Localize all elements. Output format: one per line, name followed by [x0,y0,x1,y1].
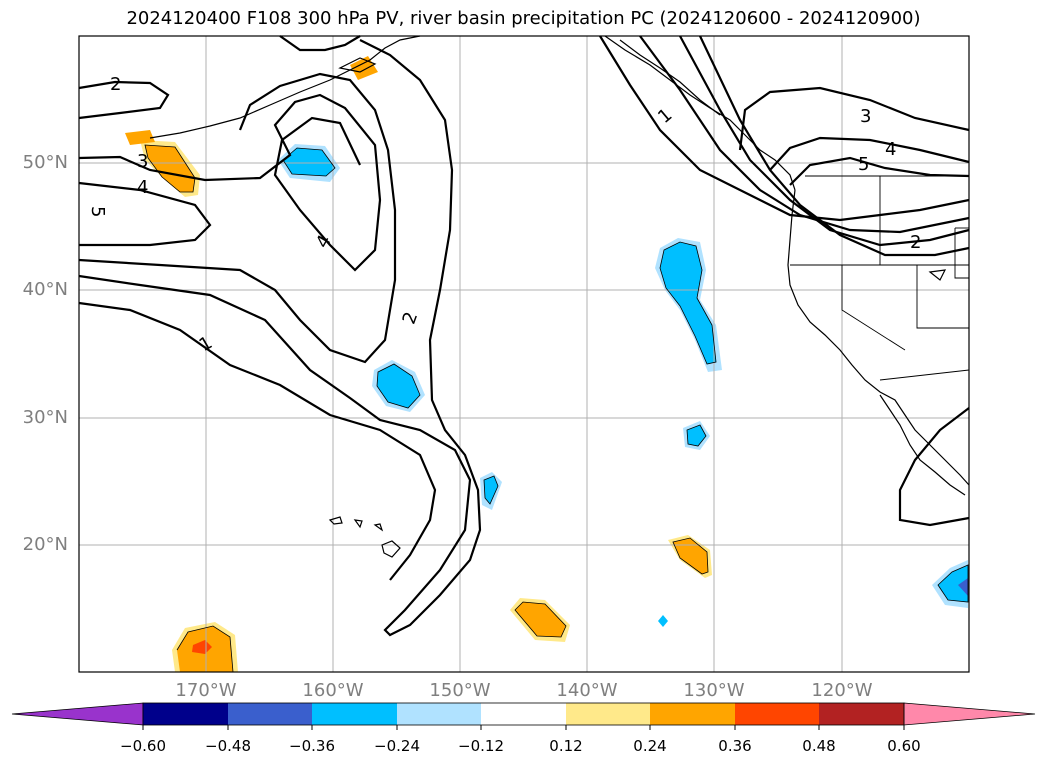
coastlines [149,35,970,558]
colorbar-segment [735,703,819,725]
colorbar-outline [142,702,905,726]
colorbar-segment [819,703,904,725]
colorbar-segment [312,703,397,725]
contour-label: 2 [910,232,921,253]
neg-anomaly-patch [660,242,716,364]
colorbar-tick-label: −0.48 [205,737,251,755]
lon-label: 140°W [556,680,618,701]
pv-contours [78,35,970,637]
contour-label: 3 [860,106,871,127]
lon-label: 150°W [429,680,491,701]
colorbar-tick-label: 0.12 [549,737,583,755]
neg-anomaly-patch [687,425,706,446]
colorbar-tick-label: −0.24 [374,737,420,755]
contour-label: 4 [137,177,148,198]
colorbar-segment [650,703,735,725]
lat-label: 40°N [22,279,68,300]
map-frame [78,35,970,673]
colorbar-tick-label: 0.60 [887,737,921,755]
contour-label: 4 [885,139,896,160]
colorbar-extend-max [903,702,1036,726]
anomaly-outlines [144,144,969,673]
neg-anomaly-patch [658,615,668,627]
neg-anomaly-patch [958,578,968,596]
colorbar [11,702,1036,730]
precip-anomaly-shading [125,56,968,672]
colorbar-tick-label: −0.12 [458,737,504,755]
pos-anomaly-patch [673,538,708,574]
contour-label: 5 [858,154,869,175]
contour-label: 2 [399,309,423,327]
colorbar-segment [397,703,481,725]
map-title: 2024120400 F108 300 hPa PV, river basin … [126,8,921,29]
colorbar-extend-min [11,702,144,726]
lat-label: 30°N [22,407,68,428]
lon-label: 170°W [175,680,237,701]
colorbar-segment [566,703,650,725]
contour-label: 2 [110,74,121,95]
neg-anomaly-patch [484,476,498,504]
pos-anomaly-patch [145,145,195,192]
lon-label: 120°W [811,680,873,701]
colorbar-tick-label: −0.36 [289,737,335,755]
colorbar-tick-label: 0.24 [633,737,667,755]
neg-anomaly-patch [938,565,968,602]
colorbar-segment [481,703,566,725]
neg-anomaly-patch [283,148,335,176]
contour-label: 3 [137,151,148,172]
colorbar-segment [228,703,312,725]
state-borders [790,175,970,381]
pos-anomaly-patch [192,640,212,654]
colorbar-segment [143,703,228,725]
plot-area: 2 3 4 5 4 1 2 1 3 4 5 2 [78,35,970,673]
pos-anomaly-patch [125,130,155,145]
colorbar-tick-label: 0.48 [802,737,836,755]
contour-label: 4 [312,231,336,251]
lon-label: 130°W [683,680,745,701]
neg-anomaly-patch [377,364,420,408]
colorbar-tick-label: −0.60 [120,737,166,755]
lat-label: 50°N [22,152,68,173]
pos-anomaly-patch [515,602,566,637]
lat-label: 20°N [22,534,68,555]
lon-label: 160°W [302,680,364,701]
colorbar-tick-label: 0.36 [718,737,752,755]
contour-label: 5 [87,206,108,217]
